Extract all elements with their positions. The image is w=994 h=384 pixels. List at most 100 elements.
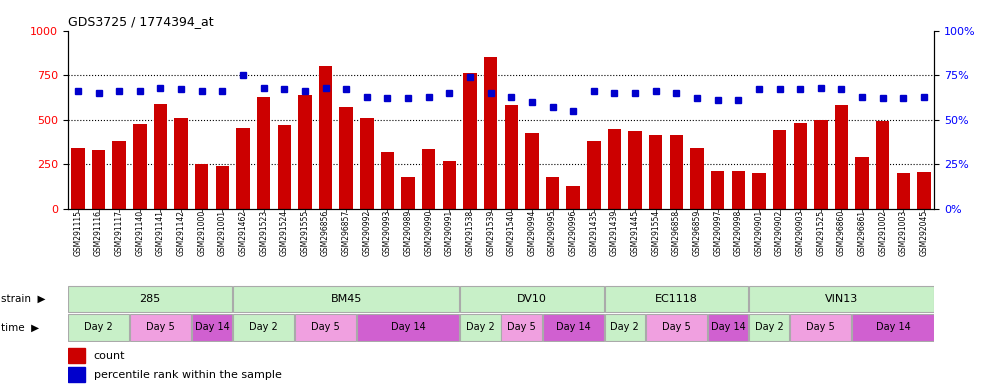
Text: GSM290989: GSM290989 [404, 210, 413, 256]
Bar [68, 367, 84, 382]
Bar [852, 314, 934, 341]
Text: Day 14: Day 14 [711, 322, 746, 333]
Bar [277, 125, 291, 209]
Text: Day 14: Day 14 [195, 322, 230, 333]
Bar [72, 148, 84, 209]
Bar [442, 161, 456, 209]
Text: count: count [93, 351, 125, 361]
Text: GSM291445: GSM291445 [630, 210, 639, 256]
Text: Day 5: Day 5 [806, 322, 835, 333]
Text: GSM296861: GSM296861 [858, 210, 867, 256]
Bar [690, 148, 704, 209]
Text: GSM291524: GSM291524 [279, 210, 289, 256]
Bar [422, 149, 435, 209]
Text: Day 5: Day 5 [146, 322, 175, 333]
Bar [501, 314, 542, 341]
Text: GSM291525: GSM291525 [816, 210, 825, 256]
Bar [525, 133, 539, 209]
Text: GSM292045: GSM292045 [919, 210, 928, 256]
Bar [749, 314, 789, 341]
Text: percentile rank within the sample: percentile rank within the sample [93, 370, 281, 380]
Bar [298, 95, 312, 209]
Text: GSM291435: GSM291435 [589, 210, 598, 256]
Bar [793, 123, 807, 209]
Bar [543, 314, 603, 341]
Text: GSM290994: GSM290994 [528, 210, 537, 257]
Bar [752, 173, 765, 209]
Text: Day 2: Day 2 [249, 322, 278, 333]
Text: GSM291116: GSM291116 [94, 210, 103, 256]
Bar [68, 314, 129, 341]
Bar [814, 120, 828, 209]
Bar [68, 286, 233, 312]
Bar [917, 172, 930, 209]
Text: GSM291003: GSM291003 [899, 210, 908, 256]
Text: Day 2: Day 2 [754, 322, 783, 333]
Text: GSM291540: GSM291540 [507, 210, 516, 256]
Bar [604, 286, 748, 312]
Bar [234, 314, 294, 341]
Text: GSM291001: GSM291001 [218, 210, 227, 256]
Text: GSM291117: GSM291117 [114, 210, 123, 256]
Bar [587, 141, 600, 209]
Bar [402, 177, 414, 209]
Text: GSM290995: GSM290995 [548, 210, 557, 257]
Bar [897, 173, 911, 209]
Bar [216, 166, 229, 209]
Text: time  ▶: time ▶ [1, 322, 39, 333]
Bar [112, 141, 126, 209]
Text: GSM291115: GSM291115 [74, 210, 83, 256]
Bar [732, 171, 746, 209]
Text: Day 5: Day 5 [662, 322, 691, 333]
Bar [876, 121, 890, 209]
Text: GSM290992: GSM290992 [363, 210, 372, 256]
Text: GSM291439: GSM291439 [610, 210, 619, 256]
Text: GSM291000: GSM291000 [197, 210, 206, 256]
Text: GSM296858: GSM296858 [672, 210, 681, 256]
Text: GSM290991: GSM290991 [445, 210, 454, 256]
Text: DV10: DV10 [517, 294, 547, 304]
Bar [460, 286, 603, 312]
Text: Day 14: Day 14 [876, 322, 911, 333]
Text: GDS3725 / 1774394_at: GDS3725 / 1774394_at [68, 15, 214, 28]
Bar [835, 105, 848, 209]
Text: Day 2: Day 2 [84, 322, 113, 333]
Bar [133, 124, 146, 209]
Text: GSM290998: GSM290998 [734, 210, 743, 256]
Text: GSM291140: GSM291140 [135, 210, 144, 256]
Bar [319, 66, 332, 209]
Text: EC1118: EC1118 [655, 294, 698, 304]
Bar [484, 57, 497, 209]
Text: Day 2: Day 2 [610, 322, 639, 333]
Bar [256, 96, 270, 209]
Bar [670, 135, 683, 209]
Bar [237, 127, 249, 209]
Bar [130, 314, 191, 341]
Bar [646, 314, 707, 341]
Text: GSM296860: GSM296860 [837, 210, 846, 256]
Text: GSM291462: GSM291462 [239, 210, 248, 256]
Text: GSM291538: GSM291538 [465, 210, 474, 256]
Bar [195, 164, 209, 209]
Text: GSM290902: GSM290902 [775, 210, 784, 256]
Bar [567, 186, 580, 209]
Text: strain  ▶: strain ▶ [1, 294, 46, 304]
Text: GSM291142: GSM291142 [177, 210, 186, 256]
Bar [546, 177, 560, 209]
Text: GSM291002: GSM291002 [879, 210, 888, 256]
Text: GSM291554: GSM291554 [651, 210, 660, 256]
Text: GSM290997: GSM290997 [713, 210, 723, 257]
Bar [856, 157, 869, 209]
Text: GSM290996: GSM290996 [569, 210, 578, 257]
Bar [607, 129, 621, 209]
Text: GSM291523: GSM291523 [259, 210, 268, 256]
Bar [463, 73, 477, 209]
Text: Day 14: Day 14 [391, 322, 425, 333]
Text: GSM290990: GSM290990 [424, 210, 433, 257]
Text: 285: 285 [139, 294, 161, 304]
Bar [628, 131, 642, 209]
Bar [604, 314, 645, 341]
Text: GSM290901: GSM290901 [754, 210, 763, 256]
Text: GSM296859: GSM296859 [693, 210, 702, 256]
Bar [360, 118, 374, 209]
